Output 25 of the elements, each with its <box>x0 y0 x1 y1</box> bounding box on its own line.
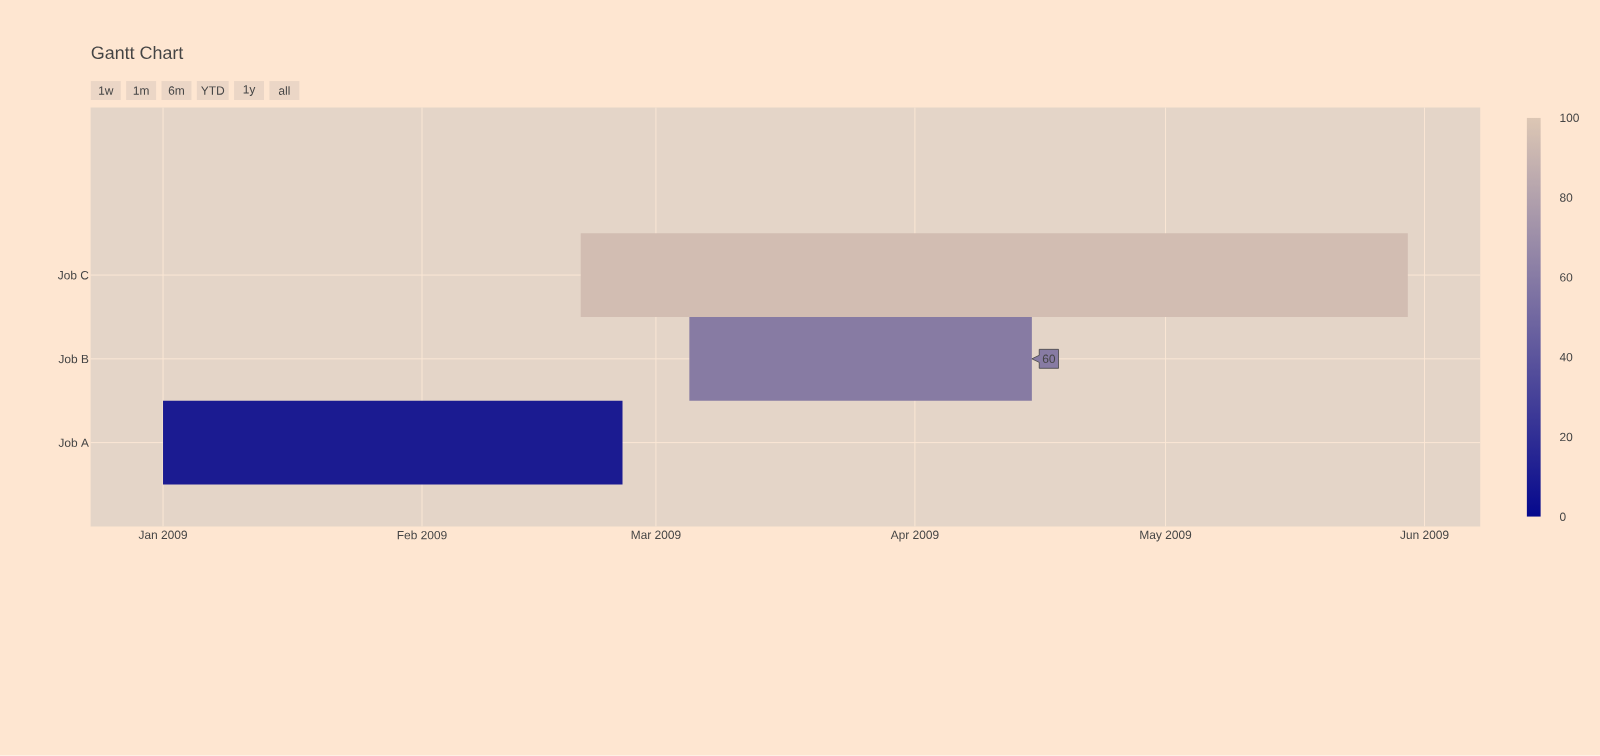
color-bar-label: 100 <box>1560 113 1579 123</box>
x-tick-label: Apr 2009 <box>890 530 939 542</box>
color-bar-label: 80 <box>1560 193 1573 202</box>
text: 1y <box>243 85 256 97</box>
color-bar-label: 0 <box>1559 512 1566 522</box>
color-bar-label: 40 <box>1559 353 1573 362</box>
color-bar-label: 60 <box>1560 273 1573 282</box>
chart-title: Gantt Chart <box>91 46 184 60</box>
x-tick-label: May 2009 <box>1140 530 1192 542</box>
text: 1w <box>99 86 114 95</box>
color-bar-label: 20 <box>1560 432 1573 442</box>
text: all <box>278 86 290 96</box>
y-tick-label: Job C <box>57 270 89 280</box>
annotation: 60 <box>1042 354 1056 364</box>
bar <box>580 233 1408 318</box>
text: 1m <box>133 86 149 95</box>
x-tick-label: Jan 2009 <box>138 530 187 540</box>
x-tick-label: Jun 2009 <box>1400 530 1449 540</box>
text: YTD <box>201 86 225 95</box>
y-tick-label: Job A <box>58 438 89 448</box>
x-tick-label: Feb 2009 <box>397 530 447 540</box>
bar <box>163 400 623 485</box>
x-tick-label: Mar 2009 <box>631 530 681 540</box>
text: 6m <box>168 86 184 95</box>
y-tick-label: Job B <box>58 354 89 364</box>
